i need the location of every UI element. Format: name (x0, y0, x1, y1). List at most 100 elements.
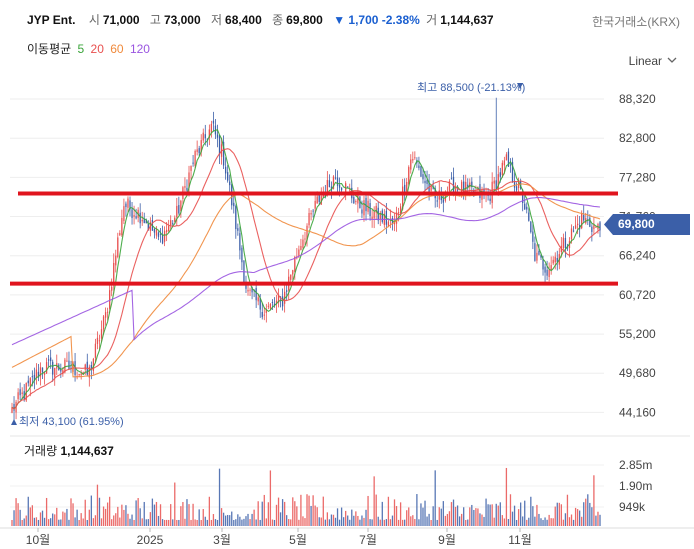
volume-bar (530, 496, 532, 526)
volume-bar (17, 503, 19, 526)
candle-body (556, 257, 558, 262)
candle-body (129, 200, 131, 210)
candle-body (412, 159, 414, 161)
volume-bar (440, 508, 442, 526)
candle-body (119, 232, 121, 236)
price-tick-label: 55,200 (619, 327, 656, 341)
candle-body (290, 274, 292, 280)
volume-bar (318, 517, 320, 526)
candle-body (408, 167, 410, 185)
volume-bar (389, 519, 392, 526)
volume-bar (572, 519, 575, 526)
volume-bar (90, 495, 92, 526)
candle-body (98, 340, 101, 342)
moving-average-legend[interactable]: 이동평균 5 20 60 120 (27, 40, 153, 57)
close-value: 69,800 (286, 13, 323, 27)
volume-bar (597, 511, 599, 526)
volume-bar (385, 519, 388, 526)
volume-bar (269, 470, 272, 526)
volume-bar (131, 514, 133, 526)
candle-body (41, 367, 44, 373)
candle-body (78, 374, 80, 376)
volume-bar (23, 518, 25, 526)
candle-body (50, 357, 52, 362)
volume-bar (334, 517, 337, 526)
volume-value: 1,144,637 (440, 13, 494, 27)
candle-body (165, 229, 168, 233)
candle-body (271, 302, 274, 304)
candle-body (170, 220, 172, 226)
volume-bar (155, 501, 158, 526)
candle-body (353, 197, 355, 204)
candle-body (460, 181, 463, 192)
volume-bar (501, 515, 503, 526)
candle-body (499, 172, 501, 177)
moving-average-label: 이동평균 (27, 42, 72, 56)
ticker-name[interactable]: JYP Ent. (27, 13, 76, 27)
volume-bar (340, 507, 343, 526)
candle-body (178, 205, 180, 214)
candle-body (70, 367, 72, 369)
volume-bar (233, 519, 235, 526)
volume-bar (361, 515, 363, 526)
volume-bar (540, 518, 542, 526)
volume-bar (505, 467, 508, 526)
candle-body (552, 259, 554, 264)
volume-bar (473, 509, 475, 526)
volume-bar (27, 496, 29, 526)
volume-bar (552, 518, 554, 526)
candle-body (589, 217, 591, 227)
volume-bar (564, 513, 567, 526)
volume-bar (241, 519, 243, 526)
candle-body (155, 229, 158, 236)
candle-body (94, 343, 97, 358)
volume-bar (463, 507, 465, 526)
scale-mode-selector[interactable]: Linear (628, 54, 662, 68)
candle-body (548, 269, 550, 278)
volume-bar (438, 507, 440, 526)
candle-body (273, 303, 276, 306)
volume-bar (373, 476, 375, 526)
candle-body (121, 217, 123, 236)
candle-body (13, 403, 15, 411)
volume-bar (534, 516, 536, 526)
candle-body (267, 305, 270, 307)
chevron-down-icon (667, 57, 677, 63)
volume-bar (231, 511, 233, 526)
volume-bar (591, 507, 593, 526)
candle-body (410, 159, 412, 170)
candle-body (534, 243, 536, 261)
open-value: 71,000 (102, 13, 140, 27)
ma60-period: 60 (110, 42, 124, 56)
candle-body (68, 360, 70, 369)
volume-bar (302, 516, 304, 526)
volume-bar (170, 504, 172, 526)
candle-body (509, 164, 512, 166)
candle-body (90, 365, 92, 370)
ma20-period: 20 (90, 42, 104, 56)
volume-bar (310, 505, 312, 526)
candle-body (29, 378, 31, 387)
candle-body (544, 266, 546, 273)
candle-body (100, 329, 103, 339)
volume-bar (363, 517, 365, 526)
candle-body (237, 228, 239, 231)
candle-body (147, 224, 149, 230)
candle-body (208, 129, 211, 139)
volume-bar (56, 507, 58, 526)
volume-bar (316, 507, 318, 526)
volume-bar (566, 494, 569, 526)
candle-body (347, 186, 349, 188)
candle-body (426, 180, 428, 184)
volume-bar (399, 502, 402, 526)
candle-body (82, 372, 84, 375)
chart-header: JYP Ent. 시 71,000 고 73,000 저 68,400 종 69,800… (0, 0, 694, 68)
candle-body (62, 369, 64, 375)
volume-panel-value: 1,144,637 (60, 444, 114, 458)
volume-bar (257, 501, 259, 526)
volume-bar (357, 515, 359, 526)
volume-bar (143, 501, 145, 526)
volume-bar (369, 519, 371, 526)
volume-bar (62, 511, 64, 526)
